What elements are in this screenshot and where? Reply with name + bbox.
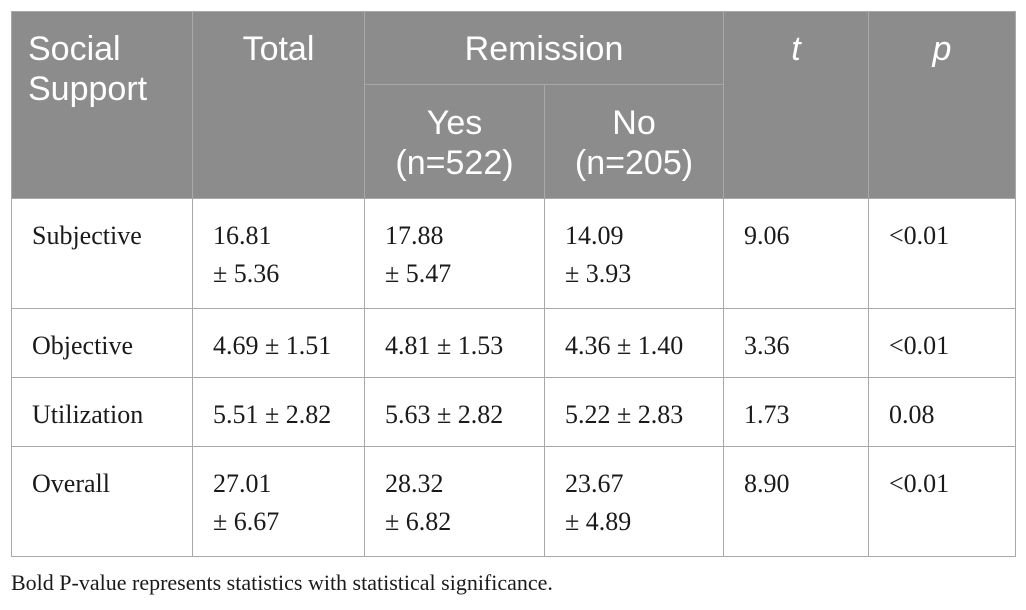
cell-p: <0.01 — [868, 198, 1016, 309]
cell-yes: 28.32 ± 6.82 — [364, 446, 545, 557]
table-row-overall: Overall 27.01 ± 6.67 28.32 ± 6.82 23.67 … — [11, 446, 1016, 557]
cell-total: 16.81 ± 5.36 — [192, 198, 365, 309]
header-remission: Remission — [364, 11, 724, 85]
table-row-subjective: Subjective 16.81 ± 5.36 17.88 ± 5.47 14.… — [11, 198, 1016, 309]
cell-yes: 4.81 ± 1.53 — [364, 308, 545, 378]
cell-no: 5.22 ± 2.83 — [544, 377, 724, 447]
header-t: t — [723, 11, 869, 199]
row-label: Objective — [11, 308, 193, 378]
header-social-support: Social Support — [11, 11, 193, 199]
cell-total: 5.51 ± 2.82 — [192, 377, 365, 447]
table-row-objective: Objective 4.69 ± 1.51 4.81 ± 1.53 4.36 ±… — [11, 308, 1016, 378]
table-footnote: Bold P-value represents statistics with … — [11, 570, 553, 595]
cell-no: 23.67 ± 4.89 — [544, 446, 724, 557]
header-remission-no: No (n=205) — [544, 84, 724, 199]
cell-p: <0.01 — [868, 446, 1016, 557]
cell-no: 4.36 ± 1.40 — [544, 308, 724, 378]
row-label: Utilization — [11, 377, 193, 447]
cell-yes: 17.88 ± 5.47 — [364, 198, 545, 309]
cell-no: 14.09 ± 3.93 — [544, 198, 724, 309]
header-p: p — [868, 11, 1016, 199]
cell-t: 9.06 — [723, 198, 869, 309]
cell-p: 0.08 — [868, 377, 1016, 447]
social-support-table: Social Support Total Remission t p Yes (… — [11, 11, 1016, 557]
cell-t: 8.90 — [723, 446, 869, 557]
table-row-utilization: Utilization 5.51 ± 2.82 5.63 ± 2.82 5.22… — [11, 377, 1016, 447]
cell-yes: 5.63 ± 2.82 — [364, 377, 545, 447]
header-remission-yes: Yes (n=522) — [364, 84, 545, 199]
cell-p: <0.01 — [868, 308, 1016, 378]
results-table-container: Social Support Total Remission t p Yes (… — [11, 11, 1016, 557]
row-label: Overall — [11, 446, 193, 557]
cell-total: 27.01 ± 6.67 — [192, 446, 365, 557]
cell-t: 3.36 — [723, 308, 869, 378]
row-label: Subjective — [11, 198, 193, 309]
header-total: Total — [192, 11, 365, 199]
cell-t: 1.73 — [723, 377, 869, 447]
cell-total: 4.69 ± 1.51 — [192, 308, 365, 378]
